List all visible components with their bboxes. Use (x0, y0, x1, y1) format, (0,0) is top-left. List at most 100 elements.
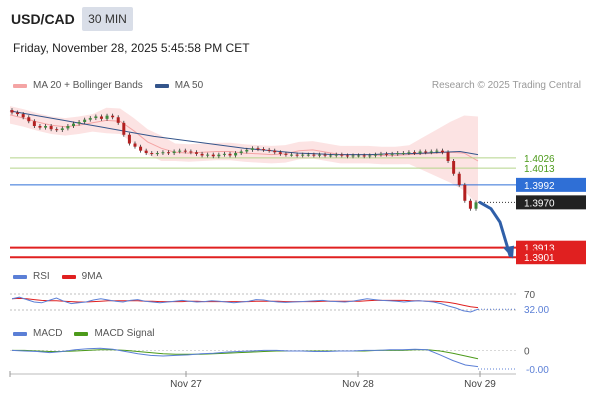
candle-body-22 (133, 143, 137, 147)
candle-body-40 (234, 153, 238, 156)
candle-body-15 (94, 116, 98, 119)
candle-body-32 (189, 151, 193, 153)
macd-legend: MACD MACD Signal (13, 328, 154, 339)
forecast-arrow (478, 200, 512, 258)
candle-body-46 (267, 149, 271, 151)
candle-body-55 (317, 154, 321, 156)
candle-body-31 (183, 150, 187, 152)
macd-line (11, 347, 479, 368)
level-label-3: 1.3913 (524, 244, 555, 255)
candle-body-11 (71, 123, 75, 127)
candle-body-53 (306, 154, 310, 156)
level-label-1: 1.4013 (524, 164, 555, 175)
legend-macd-signal: MACD Signal (94, 328, 155, 339)
candle-body-35 (206, 154, 210, 156)
rsi-swatch (13, 274, 27, 279)
candle-body-63 (362, 155, 366, 157)
main-legend: MA 20 + Bollinger Bands MA 50 (13, 80, 203, 91)
candle-body-42 (245, 149, 249, 152)
candle-body-23 (139, 146, 143, 151)
candle-body-45 (262, 149, 266, 151)
level-label-0: 1.4026 (524, 154, 555, 165)
candle-body-66 (379, 153, 383, 155)
macd-last-label: -0.00 (526, 365, 549, 376)
candle-body-21 (127, 134, 131, 144)
candle-body-48 (278, 152, 282, 154)
candle-body-70 (401, 153, 405, 155)
rsi-line (11, 296, 479, 313)
macd-signal-line (12, 349, 479, 360)
candle-body-38 (222, 153, 226, 155)
candle-body-4 (32, 121, 36, 127)
macd-signal-swatch (74, 331, 89, 336)
candle-body-43 (250, 148, 254, 150)
level-tag-2 (516, 177, 586, 192)
x-tick-label-1: Nov 28 (342, 379, 374, 390)
candle-body-77 (440, 150, 444, 153)
candle-body-30 (178, 150, 182, 152)
candle-body-72 (413, 152, 417, 154)
candle-body-25 (150, 153, 154, 155)
candle-body-33 (194, 152, 198, 154)
candle-body-50 (290, 154, 294, 156)
candle-body-41 (239, 151, 243, 154)
candle-body-13 (83, 119, 87, 123)
last-price-label: 1.3970 (524, 198, 555, 209)
candle-body-59 (340, 154, 344, 156)
candle-body-68 (390, 153, 394, 155)
candle-body-62 (357, 155, 361, 157)
legend-macd: MACD (33, 328, 63, 339)
level-tag-4 (516, 250, 586, 265)
candle-body-34 (200, 153, 204, 156)
legend-rsi: RSI (33, 271, 50, 282)
candle-body-75 (429, 151, 433, 153)
candle-body-51 (295, 154, 299, 156)
candle-body-67 (385, 153, 389, 155)
candle-body-2 (21, 114, 25, 118)
candle-body-58 (334, 154, 338, 156)
candle-body-74 (424, 151, 428, 153)
candle-body-7 (49, 126, 53, 130)
rsi-legend: RSI 9MA (13, 271, 102, 282)
candle-body-80 (457, 173, 461, 185)
rsi-ma-swatch (61, 274, 76, 279)
candle-body-28 (167, 152, 171, 154)
candle-body-0 (10, 110, 14, 113)
bollinger-band-area (10, 106, 478, 206)
candle-body-14 (88, 118, 92, 120)
x-tick-label-0: Nov 27 (170, 379, 202, 390)
candle-body-52 (301, 154, 305, 156)
candle-body-54 (312, 154, 316, 156)
chart-datetime: Friday, November 28, 2025 5:45:58 PM CET (13, 41, 250, 55)
bollinger-swatch (13, 83, 27, 88)
candle-body-37 (217, 154, 221, 157)
candle-body-78 (446, 152, 450, 162)
candle-body-60 (345, 155, 349, 157)
candle-body-83 (474, 202, 478, 209)
candle-body-82 (468, 200, 472, 209)
ma50-line (9, 110, 479, 156)
bollinger-mid-line (9, 114, 479, 162)
ma50-swatch (154, 83, 169, 88)
candle-body-26 (155, 153, 159, 155)
symbol-title: USD/CAD (11, 11, 75, 27)
candle-body-20 (122, 122, 126, 135)
candle-body-8 (55, 129, 59, 131)
candle-body-16 (99, 116, 103, 119)
candle-body-5 (38, 126, 42, 128)
candle-body-9 (60, 128, 64, 130)
candle-body-18 (111, 115, 115, 118)
candle-body-24 (144, 150, 148, 154)
candle-body-47 (273, 150, 277, 153)
rsi-ma-line (11, 297, 479, 309)
macd-level-label-0: 0 (524, 346, 530, 357)
last-price-tag (516, 195, 586, 210)
candle-body-81 (463, 184, 467, 201)
candle-body-61 (351, 155, 355, 157)
candle-body-3 (27, 117, 31, 122)
timeframe-button[interactable]: 30 MIN (82, 7, 133, 31)
level-label-4: 1.3901 (524, 253, 555, 264)
candle-body-57 (329, 155, 333, 157)
candle-body-71 (407, 152, 411, 154)
